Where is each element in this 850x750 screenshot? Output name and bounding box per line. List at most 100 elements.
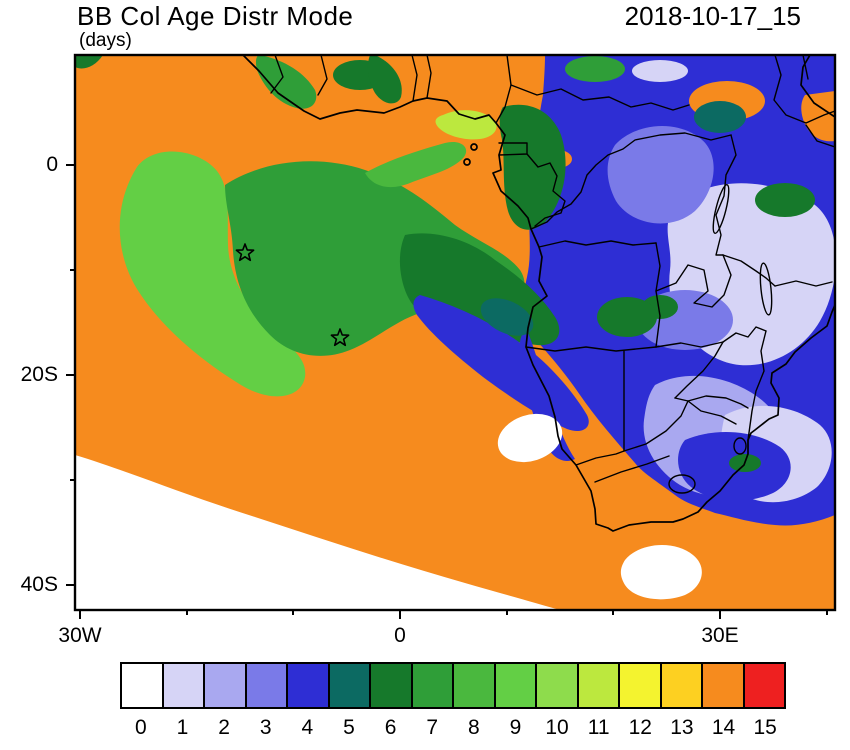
colorbar-labels: 0 1 2 3 4 5 6 7 8 9 10 11 12 13 14 15 [120, 716, 786, 740]
border-line [687, 395, 749, 409]
field-teal-patch [480, 298, 534, 336]
colorbar-cell [576, 662, 620, 709]
x-axis-label-30w: 30W [58, 624, 102, 647]
colorbar-label: 13 [670, 716, 694, 739]
star-marker [330, 328, 350, 347]
border-line [747, 330, 767, 441]
page-title: BB Col Age Distr Mode [77, 1, 354, 31]
border-enclave [668, 474, 696, 494]
colorbar-cell [493, 662, 537, 709]
field-white-coastal [497, 413, 563, 463]
field-green-coastal [499, 104, 566, 230]
colorbar-label: 0 [134, 716, 147, 739]
border-line [655, 341, 724, 348]
colorbar-cell [120, 662, 164, 709]
timestamp-label: 2018-10-17_15 [624, 1, 801, 31]
colorbar-cell [161, 662, 205, 709]
field-layers [75, 55, 835, 610]
lake-outline [712, 184, 730, 234]
lake-outline [759, 262, 773, 316]
colorbar-cell [535, 662, 579, 709]
border-line [498, 142, 528, 156]
island [463, 158, 471, 166]
border-line [538, 240, 657, 248]
border-line [773, 55, 835, 124]
border-line [722, 254, 776, 287]
map-frame [73, 53, 837, 612]
field-green-patch [565, 56, 625, 82]
border-line [525, 346, 657, 352]
colorbar-cell [327, 662, 371, 709]
colorbar-label: 4 [301, 716, 314, 739]
border-line [317, 55, 328, 96]
axis-ticks [66, 164, 828, 619]
colorbar-cell [286, 662, 330, 709]
y-axis-label-40s: 40S [20, 573, 58, 596]
border-line [426, 55, 432, 99]
colorbar-cell [410, 662, 454, 709]
field-periwinkle-patch [607, 126, 714, 224]
border-line [530, 132, 732, 230]
colorbar-label: 5 [343, 716, 355, 739]
field-green-patch [256, 55, 317, 109]
colorbar-label: 12 [628, 716, 652, 739]
colorbar-label: 7 [426, 716, 439, 739]
colorbar-cell [742, 662, 786, 709]
border-line [270, 55, 284, 94]
colorbar-label: 6 [384, 716, 397, 739]
colorbar-label: 3 [259, 716, 272, 739]
colorbar-cell [618, 662, 662, 709]
field-green-patch [597, 297, 657, 337]
border-line [411, 55, 418, 102]
field-teal-patch [694, 101, 746, 133]
border-line [722, 326, 767, 343]
border-line [526, 153, 566, 227]
border-line [687, 400, 737, 425]
field-plume-arm [365, 141, 467, 188]
border-line [715, 134, 737, 256]
border-enclave [733, 437, 747, 455]
border-line [802, 55, 809, 80]
island [470, 143, 478, 151]
colorbar-label: 1 [176, 716, 189, 739]
field-lavender-patch [632, 60, 688, 82]
colorbar-cell [701, 662, 745, 709]
colorbar-label: 9 [509, 716, 522, 739]
field-orange-patch [801, 91, 835, 142]
border-line [575, 450, 625, 466]
colorbar-cell [659, 662, 703, 709]
border-line [655, 254, 732, 308]
field-plume-light [119, 151, 306, 397]
colorbar-label: 11 [587, 716, 610, 739]
country-borders [270, 55, 835, 494]
border-line [805, 124, 835, 148]
x-axis-label-30e: 30E [701, 624, 739, 647]
border-line [495, 55, 512, 124]
border-line [510, 84, 690, 111]
field-blue-coastal [519, 330, 575, 461]
field-white-sw [75, 455, 560, 610]
star-marker [235, 243, 255, 262]
border-line [674, 341, 724, 399]
colorbar-cell [369, 662, 413, 709]
colorbar-label: 8 [467, 716, 480, 739]
colorbar-cells [120, 662, 786, 709]
colorbar-label: 14 [711, 716, 736, 739]
border-line [774, 280, 833, 287]
colorbar-cell [244, 662, 288, 709]
border-line [594, 455, 670, 483]
colorbar-label: 15 [753, 716, 777, 739]
units-label: (days) [79, 30, 132, 51]
colorbar-label: 10 [545, 716, 569, 739]
field-white-spot [620, 544, 702, 600]
colorbar-cell [203, 662, 247, 709]
y-axis-label-20s: 20S [20, 363, 58, 386]
star-markers [235, 243, 350, 347]
field-green-patch [755, 183, 815, 217]
border-line [623, 397, 689, 452]
africa-coastline [242, 55, 835, 532]
colorbar-cell [452, 662, 496, 709]
colorbar-label: 2 [218, 716, 230, 739]
